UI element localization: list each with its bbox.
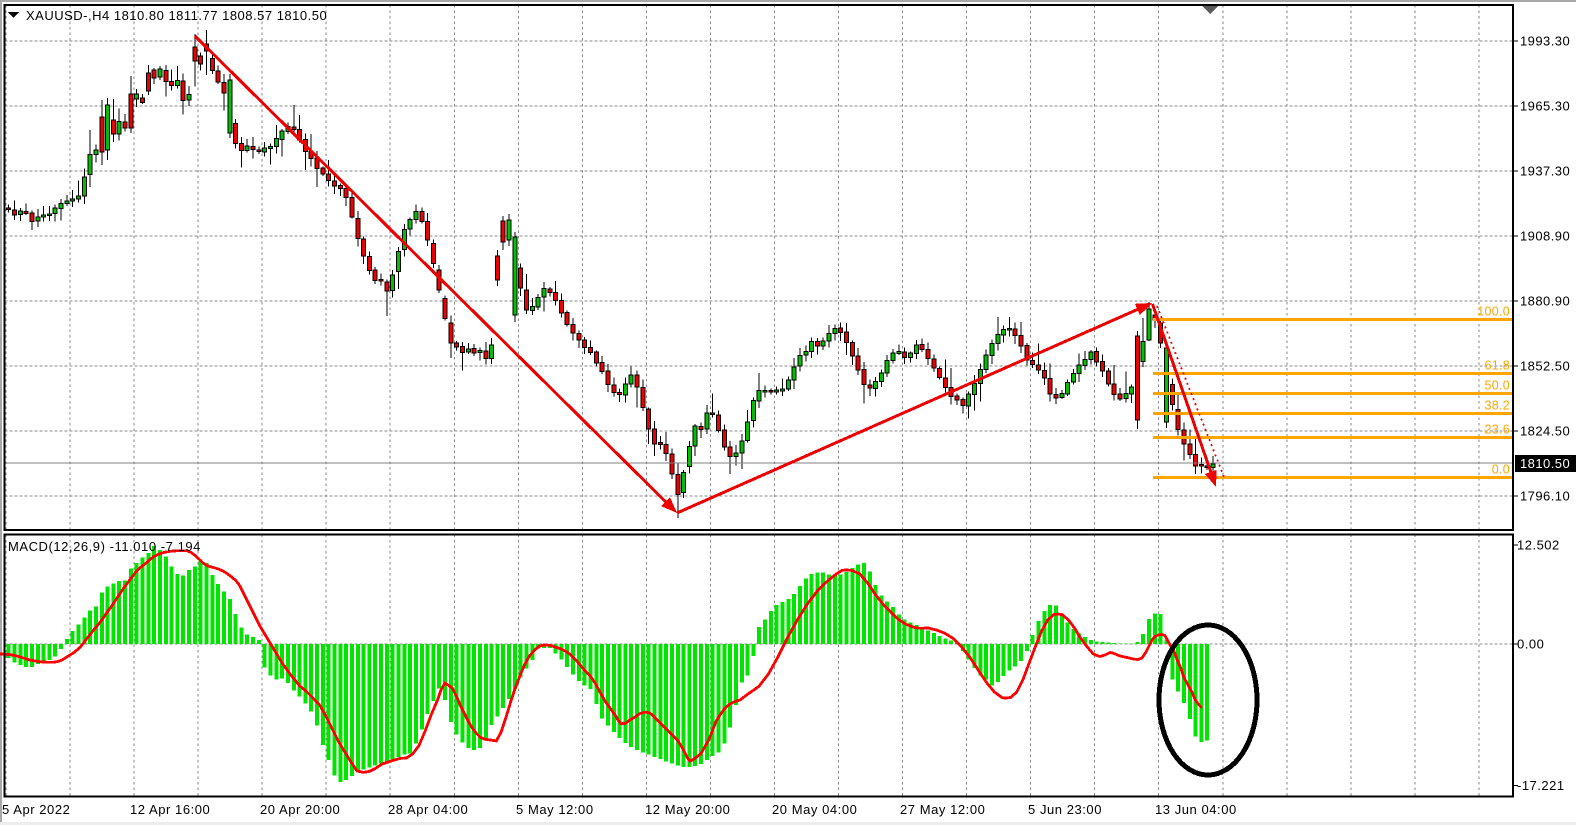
svg-text:1993.30: 1993.30 bbox=[1520, 34, 1570, 49]
svg-text:12.502: 12.502 bbox=[1517, 538, 1560, 553]
svg-text:20 May 04:00: 20 May 04:00 bbox=[772, 802, 857, 817]
svg-text:MACD(12,26,9) -11.010 -7.194: MACD(12,26,9) -11.010 -7.194 bbox=[8, 539, 201, 554]
svg-text:61.8: 61.8 bbox=[1484, 358, 1510, 372]
svg-text:-17.221: -17.221 bbox=[1517, 778, 1565, 793]
svg-text:28 Apr 04:00: 28 Apr 04:00 bbox=[388, 802, 468, 817]
svg-text:12 May 20:00: 12 May 20:00 bbox=[645, 802, 730, 817]
svg-text:0.0: 0.0 bbox=[1492, 462, 1510, 476]
svg-text:5 May 12:00: 5 May 12:00 bbox=[516, 802, 594, 817]
svg-text:1852.50: 1852.50 bbox=[1520, 359, 1570, 374]
svg-text:1810.50: 1810.50 bbox=[1520, 456, 1570, 471]
svg-text:12 Apr 16:00: 12 Apr 16:00 bbox=[130, 802, 210, 817]
svg-text:5 Apr 2022: 5 Apr 2022 bbox=[2, 802, 70, 817]
svg-text:1908.90: 1908.90 bbox=[1520, 229, 1570, 244]
svg-text:100.0: 100.0 bbox=[1477, 305, 1510, 319]
svg-text:1796.10: 1796.10 bbox=[1520, 489, 1570, 504]
svg-text:13 Jun 04:00: 13 Jun 04:00 bbox=[1155, 802, 1237, 817]
svg-text:1824.50: 1824.50 bbox=[1520, 424, 1570, 439]
svg-text:0.00: 0.00 bbox=[1517, 637, 1544, 652]
svg-text:1937.30: 1937.30 bbox=[1520, 164, 1570, 179]
svg-text:1965.30: 1965.30 bbox=[1520, 99, 1570, 114]
svg-text:50.0: 50.0 bbox=[1484, 379, 1510, 393]
svg-text:5 Jun 23:00: 5 Jun 23:00 bbox=[1028, 802, 1102, 817]
svg-text:XAUUSD-,H4 1810.80 1811.77 18: XAUUSD-,H4 1810.80 1811.77 1808.57 1810.… bbox=[26, 8, 327, 23]
svg-text:1880.90: 1880.90 bbox=[1520, 294, 1570, 309]
svg-text:23.6: 23.6 bbox=[1484, 423, 1510, 437]
svg-text:27 May 12:00: 27 May 12:00 bbox=[900, 802, 985, 817]
svg-text:38.2: 38.2 bbox=[1484, 399, 1510, 413]
svg-text:20 Apr 20:00: 20 Apr 20:00 bbox=[260, 802, 340, 817]
